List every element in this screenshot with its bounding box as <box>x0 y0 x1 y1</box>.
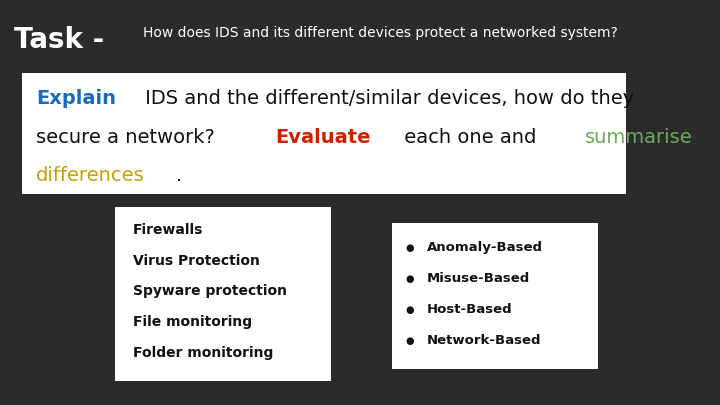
Text: Anomaly-Based: Anomaly-Based <box>427 241 543 254</box>
Text: How does IDS and its different devices protect a networked system?: How does IDS and its different devices p… <box>143 26 618 40</box>
Text: differences: differences <box>36 166 145 185</box>
Text: ●: ● <box>405 336 414 345</box>
Text: Evaluate: Evaluate <box>275 128 370 147</box>
Text: Task -: Task - <box>14 26 114 54</box>
Text: Virus Protection: Virus Protection <box>133 254 260 268</box>
Text: File monitoring: File monitoring <box>133 315 252 329</box>
Text: each one and: each one and <box>398 128 543 147</box>
Text: Spyware protection: Spyware protection <box>133 284 287 298</box>
Text: Host-Based: Host-Based <box>427 303 513 316</box>
Text: Misuse-Based: Misuse-Based <box>427 272 530 285</box>
Text: IDS and the different/similar devices, how do they: IDS and the different/similar devices, h… <box>139 89 634 108</box>
Text: ●: ● <box>405 243 414 253</box>
Text: Network-Based: Network-Based <box>427 334 541 347</box>
Text: ●: ● <box>405 305 414 315</box>
Text: ●: ● <box>405 274 414 284</box>
Text: .: . <box>176 166 183 185</box>
Text: secure a network?: secure a network? <box>36 128 221 147</box>
FancyBboxPatch shape <box>22 73 626 194</box>
Text: summarise: summarise <box>585 128 693 147</box>
Text: Explain: Explain <box>36 89 116 108</box>
Text: Firewalls: Firewalls <box>133 223 204 237</box>
FancyBboxPatch shape <box>115 207 331 381</box>
FancyBboxPatch shape <box>392 223 598 369</box>
Text: Folder monitoring: Folder monitoring <box>133 346 274 360</box>
